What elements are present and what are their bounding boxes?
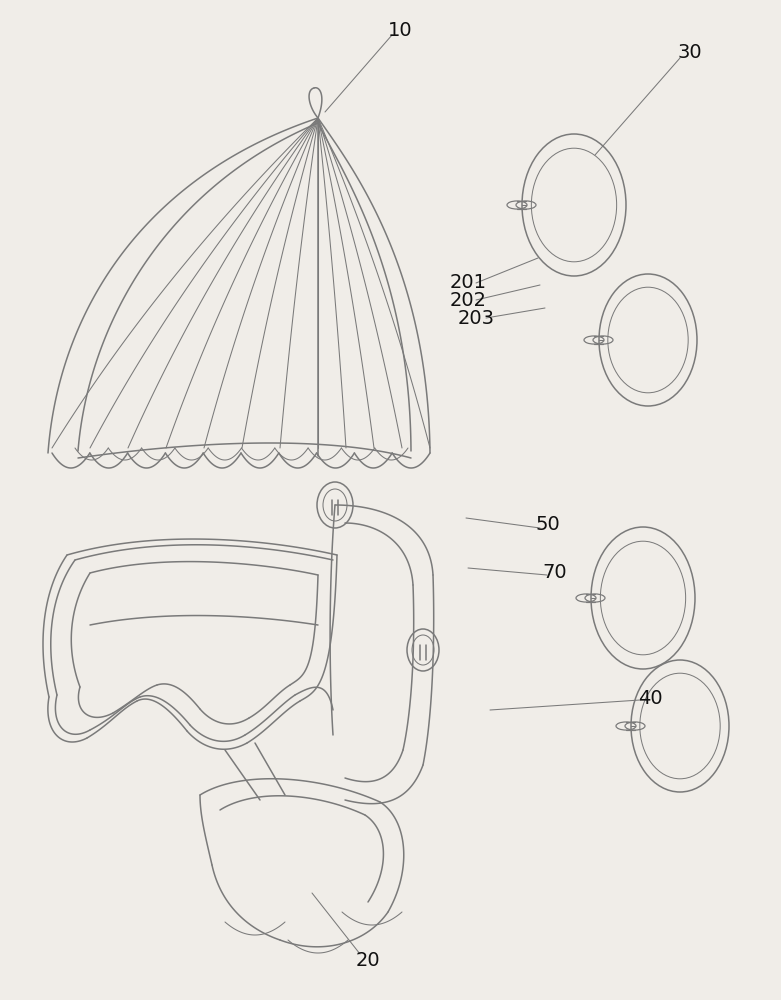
- Text: 40: 40: [638, 688, 662, 708]
- Text: 20: 20: [355, 950, 380, 970]
- Text: 30: 30: [678, 42, 702, 62]
- Text: 203: 203: [458, 308, 494, 328]
- Text: 10: 10: [387, 20, 412, 39]
- Text: 201: 201: [450, 273, 487, 292]
- Text: 50: 50: [536, 516, 561, 534]
- Text: 70: 70: [543, 562, 567, 582]
- Text: 202: 202: [450, 290, 487, 310]
